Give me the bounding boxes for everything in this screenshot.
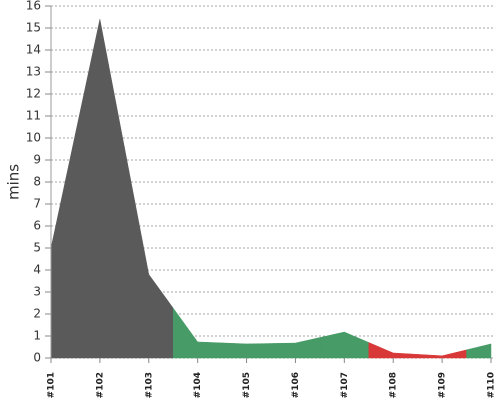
area-segment bbox=[270, 337, 321, 359]
area-segment bbox=[75, 19, 125, 359]
area-segment bbox=[368, 342, 418, 359]
y-tick-label: 8 bbox=[33, 175, 41, 189]
y-tick-label: 16 bbox=[26, 0, 41, 13]
y-axis-label: mins bbox=[5, 164, 23, 200]
x-tick-label: #110 bbox=[487, 372, 497, 398]
y-tick-label: 0 bbox=[33, 351, 41, 365]
x-tick-label: #107 bbox=[340, 372, 350, 398]
area-segment bbox=[50, 133, 76, 359]
y-tick-label: 6 bbox=[33, 219, 41, 233]
y-tick-label: 13 bbox=[26, 65, 41, 79]
area-segment bbox=[172, 307, 223, 359]
area-segment bbox=[124, 146, 174, 359]
y-tick-label: 11 bbox=[26, 109, 41, 123]
y-tick-label: 4 bbox=[33, 263, 41, 277]
y-tick-label: 14 bbox=[26, 43, 41, 57]
y-tick-label: 9 bbox=[33, 153, 41, 167]
x-tick-label: #109 bbox=[438, 372, 448, 398]
x-tick-label: #104 bbox=[193, 372, 203, 398]
x-tick-label: #102 bbox=[95, 372, 105, 398]
y-tick-label: 10 bbox=[26, 131, 41, 145]
y-tick-label: 5 bbox=[33, 241, 41, 255]
y-tick-label: 7 bbox=[33, 197, 41, 211]
x-tick-label: #108 bbox=[389, 372, 399, 398]
area-segment bbox=[221, 342, 272, 359]
x-tick-label: #105 bbox=[242, 372, 252, 398]
y-tick-label: 3 bbox=[33, 285, 41, 299]
area-segment bbox=[466, 343, 492, 359]
x-tick-label: #106 bbox=[291, 372, 301, 398]
x-tick-label: #103 bbox=[144, 372, 154, 398]
y-tick-label: 2 bbox=[33, 307, 41, 321]
area-segment bbox=[417, 349, 467, 359]
y-tick-label: 15 bbox=[26, 21, 41, 35]
x-tick-label: #101 bbox=[47, 372, 57, 398]
area-segment bbox=[319, 331, 370, 359]
y-tick-label: 1 bbox=[33, 329, 41, 343]
y-tick-label: 12 bbox=[26, 87, 41, 101]
